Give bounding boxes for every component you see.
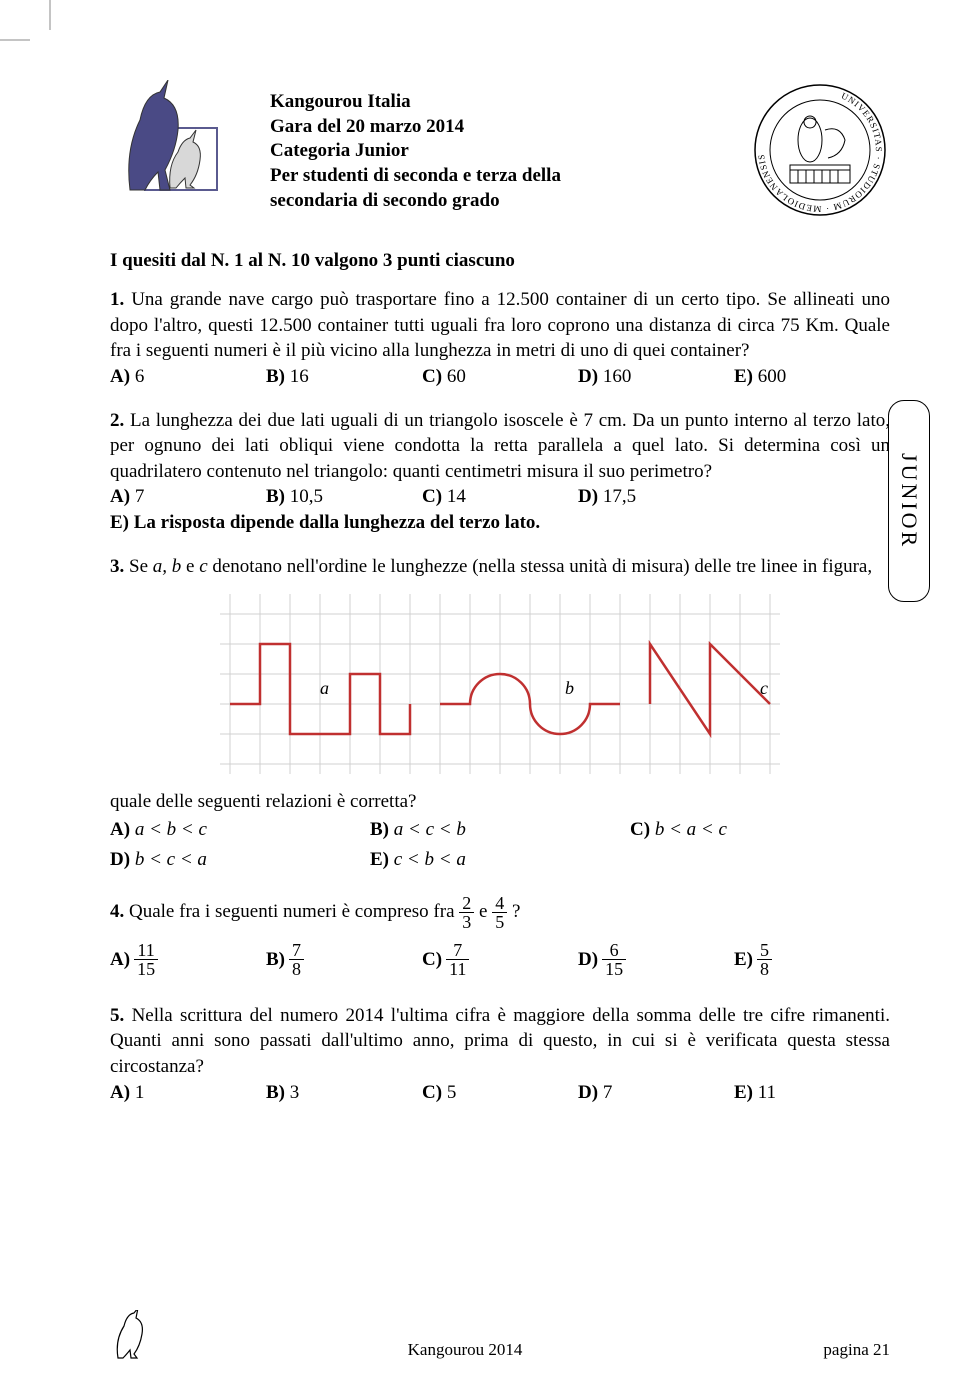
q1-opt-b: 16 bbox=[290, 366, 309, 387]
q3-label-b: b bbox=[565, 678, 574, 698]
q5-options: A) 1 B) 3 C) 5 D) 7 E) 11 bbox=[110, 1080, 890, 1106]
q3-num: 3. bbox=[110, 556, 124, 577]
q4-t1: Quale fra i seguenti numeri è compreso f… bbox=[124, 901, 459, 922]
q5-num: 5. bbox=[110, 1005, 124, 1026]
q2-opt-d: 17,5 bbox=[603, 486, 636, 507]
question-2: 2. La lunghezza dei due lati uguali di u… bbox=[110, 408, 890, 536]
q3-label-a: a bbox=[320, 678, 329, 698]
q2-opt-b: 10,5 bbox=[290, 486, 323, 507]
q3-opt-c: b < a < c bbox=[655, 819, 727, 840]
q3-opt-e: c < b < a bbox=[394, 849, 466, 870]
q2-options: A) 7 B) 10,5 C) 14 D) 17,5 bbox=[110, 484, 734, 510]
q4-c-d: 11 bbox=[446, 960, 469, 978]
q4-d-d: 15 bbox=[602, 960, 626, 978]
q4-e-d: 8 bbox=[757, 960, 772, 978]
q5-opt-d: 7 bbox=[603, 1082, 613, 1103]
q3-opt-d: b < c < a bbox=[135, 849, 207, 870]
header-line4: Per studenti di seconda e terza della bbox=[270, 164, 730, 189]
header-line3: Categoria Junior bbox=[270, 139, 730, 164]
q3-figure: a b c bbox=[220, 594, 780, 774]
q2-num: 2. bbox=[110, 410, 124, 431]
q5-opt-a: 1 bbox=[135, 1082, 145, 1103]
q2-opt-a: 7 bbox=[135, 486, 145, 507]
q1-opt-a: 6 bbox=[135, 366, 145, 387]
q3-t3: denotano nell'ordine le lunghezze (nella… bbox=[208, 556, 873, 577]
q4-num: 4. bbox=[110, 901, 124, 922]
q1-options: A) 6 B) 16 C) 60 D) 160 E) 600 bbox=[110, 364, 890, 390]
header-row: Kangourou Italia Gara del 20 marzo 2014 … bbox=[110, 80, 890, 220]
side-tab-label: JUNIOR bbox=[896, 453, 922, 549]
header-line5: secondaria di secondo grado bbox=[270, 189, 730, 214]
section-title: I quesiti dal N. 1 al N. 10 valgono 3 pu… bbox=[110, 250, 890, 272]
q5-opt-b: 3 bbox=[290, 1082, 300, 1103]
q4-e-n: 5 bbox=[757, 941, 772, 960]
footer-center: Kangourou 2014 bbox=[160, 1340, 770, 1360]
q2-text: La lunghezza dei due lati uguali di un t… bbox=[110, 410, 890, 482]
question-1: 1. Una grande nave cargo può trasportare… bbox=[110, 287, 890, 390]
q3-t2: e bbox=[181, 556, 199, 577]
q4-c-n: 7 bbox=[446, 941, 469, 960]
q5-opt-e: 11 bbox=[758, 1082, 776, 1103]
q3-label-c: c bbox=[760, 678, 768, 698]
q4-a-n: 11 bbox=[134, 941, 158, 960]
q1-text: Una grande nave cargo può trasportare fi… bbox=[110, 289, 890, 361]
q3-opt-a: a < b < c bbox=[135, 819, 207, 840]
footer: Kangourou 2014 pagina 21 bbox=[110, 1310, 890, 1360]
q1-opt-e: 600 bbox=[758, 366, 787, 387]
question-4: 4. Quale fra i seguenti numeri è compres… bbox=[110, 894, 890, 978]
q3-options: A) a < b < c B) a < c < b C) b < a < c D… bbox=[110, 815, 890, 876]
q2-opt-e: E) La risposta dipende dalla lunghezza d… bbox=[110, 512, 540, 533]
university-seal: UNIVERSITAS · STUDIORUM · MEDIOLANENSIS bbox=[750, 80, 890, 220]
q1-num: 1. bbox=[110, 289, 124, 310]
footer-kangaroo-icon bbox=[110, 1310, 160, 1360]
question-3: 3. Se a, b e c denotano nell'ordine le l… bbox=[110, 554, 890, 876]
q1-opt-d: 160 bbox=[603, 366, 632, 387]
q4-a-d: 15 bbox=[134, 960, 158, 978]
q4-frac2: 45 bbox=[492, 894, 507, 931]
kangaroo-logo bbox=[110, 80, 250, 200]
q4-d-n: 6 bbox=[602, 941, 626, 960]
q4-t2: e bbox=[479, 901, 492, 922]
footer-page: pagina 21 bbox=[770, 1340, 890, 1360]
side-tab-junior: JUNIOR bbox=[888, 400, 930, 602]
q3-vars: a, b bbox=[153, 556, 182, 577]
header-text: Kangourou Italia Gara del 20 marzo 2014 … bbox=[250, 90, 750, 213]
q4-t3: ? bbox=[512, 901, 520, 922]
header-line2: Gara del 20 marzo 2014 bbox=[270, 115, 730, 140]
header-line1: Kangourou Italia bbox=[270, 90, 730, 115]
q3-t1: Se bbox=[124, 556, 153, 577]
q5-opt-c: 5 bbox=[447, 1082, 457, 1103]
q2-opt-c: 14 bbox=[447, 486, 466, 507]
q4-frac1: 23 bbox=[459, 894, 474, 931]
q4-options: A) 1115 B) 78 C) 711 D) 615 E) 58 bbox=[110, 941, 890, 978]
question-5: 5. Nella scrittura del numero 2014 l'ult… bbox=[110, 1003, 890, 1106]
crop-marks bbox=[0, 0, 80, 80]
q4-b-n: 7 bbox=[289, 941, 304, 960]
q3-opt-b: a < c < b bbox=[394, 819, 466, 840]
q1-opt-c: 60 bbox=[447, 366, 466, 387]
q3-varc: c bbox=[199, 556, 207, 577]
q5-text: Nella scrittura del numero 2014 l'ultima… bbox=[110, 1005, 890, 1077]
q3-post: quale delle seguenti relazioni è corrett… bbox=[110, 789, 890, 815]
q4-b-d: 8 bbox=[289, 960, 304, 978]
